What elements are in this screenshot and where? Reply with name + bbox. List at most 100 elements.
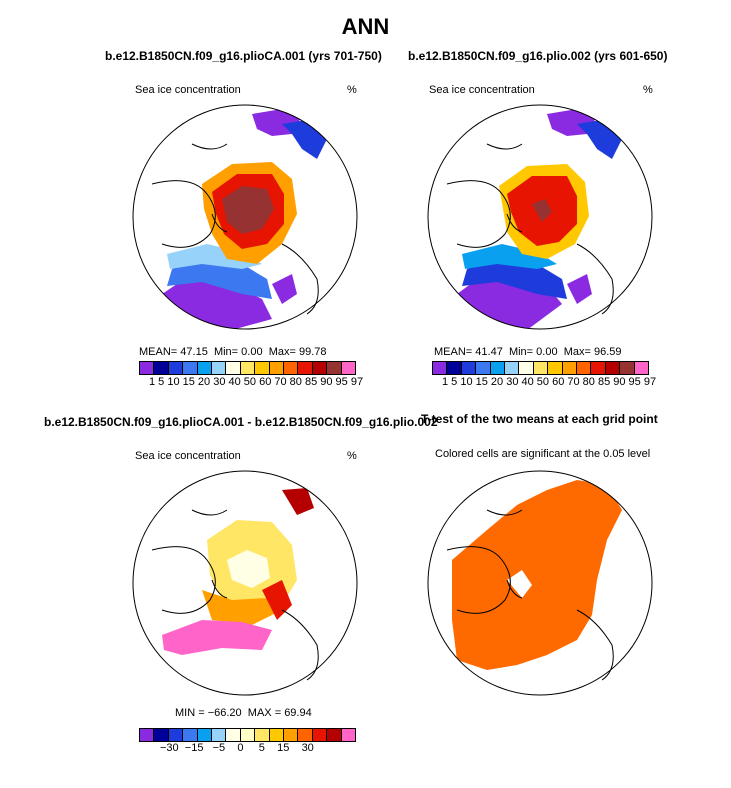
colorbar-swatch	[634, 362, 649, 374]
panel1-variable-label: Sea ice concentration	[135, 84, 241, 96]
panel2-max: 96.59	[593, 346, 622, 358]
colorbar-swatch	[591, 362, 606, 374]
panel3-colorbar-ticks: −30 −15 −5 0 5 15 30	[160, 742, 314, 754]
colorbar-swatch	[327, 729, 342, 741]
colorbar-swatch	[327, 362, 342, 374]
panel1-min-label: Min=	[213, 346, 239, 358]
colorbar-swatch	[548, 362, 563, 374]
colorbar-swatch	[620, 362, 635, 374]
panel3-red-region	[262, 580, 292, 620]
panel1-max: 99.78	[298, 346, 327, 358]
colorbar-swatch	[183, 729, 198, 741]
colorbar-swatch	[447, 362, 462, 374]
panel3-max: 69.94	[284, 707, 312, 719]
colorbar-swatch	[226, 729, 241, 741]
panel2-variable-label: Sea ice concentration	[429, 84, 535, 96]
panel1-min: 0.00	[241, 346, 263, 358]
panel1-colorbar-ticks: 1 5 10 15 20 30 40 50 60 70 80 85 90 95 …	[149, 376, 364, 388]
colorbar-swatch	[183, 362, 198, 374]
panel3-orange-region	[202, 590, 282, 625]
panel2-light-blue	[462, 244, 557, 269]
panel2-min: 0.00	[536, 346, 558, 358]
panel3-min-label: MIN =	[175, 707, 205, 719]
panel2-colorbar-ticks: 1 5 10 15 20 30 40 50 60 70 80 85 90 95 …	[442, 376, 657, 388]
panel1-stats: MEAN= 47.15 Min= 0.00 Max= 99.78	[139, 346, 327, 358]
colorbar-swatch	[505, 362, 520, 374]
panel3-variable-label: Sea ice concentration	[135, 450, 241, 462]
colorbar-swatch	[562, 362, 578, 374]
panel2-title: b.e12.B1850CN.f09_g16.plio.002 (yrs 601-…	[408, 49, 668, 63]
colorbar-swatch	[240, 362, 256, 374]
colorbar-swatch	[197, 362, 213, 374]
panel4-subtitle: Colored cells are significant at the 0.0…	[435, 448, 651, 460]
colorbar-swatch	[533, 362, 549, 374]
panel1-map	[132, 104, 358, 330]
colorbar-swatch	[433, 362, 448, 374]
panel4-insignificant-hole	[507, 570, 532, 598]
colorbar-swatch	[298, 729, 313, 741]
colorbar-swatch	[140, 729, 155, 741]
panel2-ice-dark	[532, 199, 552, 222]
colorbar-swatch	[461, 362, 477, 374]
panel1-ice-dark	[222, 186, 274, 234]
colorbar-swatch	[255, 729, 270, 741]
panel1-coastline	[151, 143, 319, 315]
panel3-title: b.e12.B1850CN.f09_g16.plioCA.001 - b.e12…	[44, 415, 438, 429]
panel1-purple-right	[272, 274, 297, 304]
panel2-max-label: Max=	[563, 346, 591, 358]
colorbar-swatch	[212, 729, 227, 741]
panel1-light-blue	[167, 244, 262, 269]
panel3-colorbar	[139, 728, 356, 742]
panel3-pink-region	[162, 620, 272, 655]
panel2-units-label: %	[643, 84, 653, 96]
panel1-colorbar	[139, 361, 356, 375]
colorbar-swatch	[605, 362, 621, 374]
panel3-units-label: %	[347, 450, 357, 462]
colorbar-swatch	[298, 362, 313, 374]
panel3-stats: MIN = −66.20 MAX = 69.94	[175, 707, 312, 719]
colorbar-swatch	[490, 362, 506, 374]
colorbar-swatch	[140, 362, 155, 374]
panel1-max-label: Max=	[268, 346, 296, 358]
panel1-mean: 47.15	[180, 346, 208, 358]
panel3-coastline	[151, 509, 319, 681]
colorbar-swatch	[255, 362, 270, 374]
page-title: ANN	[341, 14, 390, 39]
colorbar-swatch	[284, 729, 299, 741]
panel4-significant-region	[452, 480, 622, 670]
panel2-blue-top	[577, 119, 622, 159]
colorbar-swatch	[168, 362, 184, 374]
panel1-units-label: %	[347, 84, 357, 96]
colorbar-swatch	[577, 362, 592, 374]
colorbar-swatch	[168, 729, 184, 741]
panel2-stats: MEAN= 41.47 Min= 0.00 Max= 96.59	[434, 346, 622, 358]
panel4-map	[427, 470, 653, 696]
panel3-map	[132, 470, 358, 696]
panel1-blue-top	[282, 119, 327, 159]
colorbar-swatch	[240, 729, 256, 741]
colorbar-swatch	[312, 362, 328, 374]
colorbar-swatch	[476, 362, 491, 374]
panel4-coastline	[446, 509, 614, 681]
panel1-mean-label: MEAN=	[139, 346, 178, 358]
panel2-purple-right	[567, 274, 592, 304]
colorbar-swatch	[154, 729, 169, 741]
colorbar-swatch	[341, 362, 356, 374]
panel2-map	[427, 104, 653, 330]
panel3-dark-region	[282, 488, 314, 515]
panel2-coastline	[446, 143, 614, 315]
colorbar-swatch	[519, 362, 534, 374]
panel4-title: T-test of the two means at each grid poi…	[421, 412, 658, 426]
panel3-min: −66.20	[207, 707, 242, 719]
colorbar-swatch	[197, 729, 213, 741]
colorbar-swatch	[341, 729, 356, 741]
colorbar-swatch	[269, 729, 285, 741]
panel3-light-region	[227, 550, 270, 588]
colorbar-swatch	[226, 362, 241, 374]
panel2-mean: 41.47	[475, 346, 503, 358]
colorbar-swatch	[212, 362, 227, 374]
panel3-max-label: MAX =	[247, 707, 282, 719]
colorbar-swatch	[284, 362, 299, 374]
panel1-title: b.e12.B1850CN.f09_g16.plioCA.001 (yrs 70…	[105, 49, 382, 63]
panel2-colorbar	[432, 361, 649, 375]
